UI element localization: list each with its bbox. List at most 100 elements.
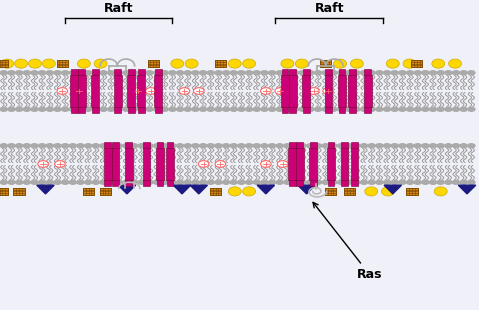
- Circle shape: [91, 179, 100, 185]
- Bar: [348, 76, 356, 107]
- Bar: [325, 188, 336, 195]
- Circle shape: [160, 107, 169, 112]
- Circle shape: [183, 179, 192, 185]
- Circle shape: [30, 70, 39, 76]
- Circle shape: [38, 70, 46, 76]
- Circle shape: [352, 70, 361, 76]
- Circle shape: [229, 70, 238, 76]
- Circle shape: [153, 70, 161, 76]
- Circle shape: [206, 70, 215, 76]
- Bar: [138, 69, 145, 76]
- Bar: [339, 69, 345, 76]
- Polygon shape: [173, 185, 191, 194]
- Circle shape: [245, 107, 253, 112]
- Bar: [100, 188, 111, 195]
- Circle shape: [214, 143, 223, 148]
- Circle shape: [46, 179, 54, 185]
- Circle shape: [46, 107, 54, 112]
- Circle shape: [30, 143, 39, 148]
- Bar: [71, 107, 78, 113]
- Ellipse shape: [295, 59, 308, 68]
- Bar: [349, 107, 355, 113]
- Circle shape: [298, 70, 307, 76]
- Ellipse shape: [448, 59, 461, 68]
- Ellipse shape: [228, 187, 241, 196]
- Bar: [406, 188, 418, 195]
- Circle shape: [91, 143, 100, 148]
- Circle shape: [176, 70, 184, 76]
- Circle shape: [367, 107, 376, 112]
- Circle shape: [168, 179, 177, 185]
- Bar: [138, 107, 145, 113]
- Bar: [83, 188, 94, 195]
- Polygon shape: [298, 185, 315, 194]
- Circle shape: [314, 107, 322, 112]
- Circle shape: [30, 179, 39, 185]
- Circle shape: [383, 70, 391, 76]
- Bar: [127, 76, 135, 107]
- Circle shape: [7, 70, 16, 76]
- Ellipse shape: [171, 59, 183, 68]
- Circle shape: [352, 143, 361, 148]
- Bar: [104, 179, 111, 186]
- Bar: [365, 69, 371, 76]
- Circle shape: [375, 107, 384, 112]
- Circle shape: [421, 70, 430, 76]
- Circle shape: [0, 143, 8, 148]
- Text: Raft: Raft: [104, 2, 133, 15]
- Circle shape: [153, 179, 161, 185]
- Circle shape: [168, 70, 177, 76]
- Circle shape: [291, 143, 299, 148]
- Circle shape: [99, 107, 108, 112]
- Circle shape: [76, 70, 85, 76]
- Circle shape: [459, 179, 468, 185]
- Polygon shape: [257, 185, 274, 194]
- Bar: [215, 60, 226, 67]
- Circle shape: [68, 107, 77, 112]
- Bar: [341, 142, 348, 148]
- Circle shape: [260, 70, 269, 76]
- Ellipse shape: [365, 187, 377, 196]
- Circle shape: [23, 179, 31, 185]
- Circle shape: [7, 179, 16, 185]
- Circle shape: [260, 143, 269, 148]
- Bar: [289, 69, 296, 76]
- Circle shape: [130, 179, 138, 185]
- Circle shape: [291, 70, 299, 76]
- Bar: [0, 188, 8, 195]
- Bar: [328, 142, 334, 148]
- Bar: [104, 142, 111, 148]
- Circle shape: [114, 70, 123, 76]
- Circle shape: [298, 143, 307, 148]
- Ellipse shape: [386, 59, 399, 68]
- Circle shape: [137, 70, 146, 76]
- Circle shape: [130, 70, 138, 76]
- Bar: [288, 148, 296, 179]
- Circle shape: [398, 107, 407, 112]
- Circle shape: [252, 107, 261, 112]
- Polygon shape: [37, 185, 54, 194]
- Circle shape: [314, 70, 322, 76]
- Circle shape: [130, 143, 138, 148]
- Circle shape: [76, 179, 85, 185]
- Bar: [341, 148, 348, 179]
- Circle shape: [183, 70, 192, 76]
- Circle shape: [268, 107, 276, 112]
- Circle shape: [206, 143, 215, 148]
- Circle shape: [252, 179, 261, 185]
- Circle shape: [229, 107, 238, 112]
- Circle shape: [245, 179, 253, 185]
- Polygon shape: [384, 185, 401, 194]
- Circle shape: [413, 70, 422, 76]
- Circle shape: [337, 107, 345, 112]
- Circle shape: [337, 143, 345, 148]
- Circle shape: [390, 107, 399, 112]
- Circle shape: [406, 107, 414, 112]
- Bar: [70, 76, 78, 107]
- Circle shape: [206, 179, 215, 185]
- Circle shape: [283, 70, 292, 76]
- Bar: [309, 148, 317, 179]
- Circle shape: [99, 179, 108, 185]
- Circle shape: [55, 161, 65, 167]
- Circle shape: [436, 143, 445, 148]
